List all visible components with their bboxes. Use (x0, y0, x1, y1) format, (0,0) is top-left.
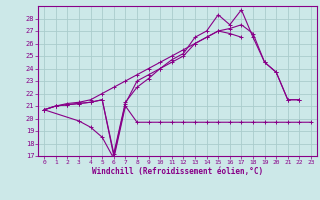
X-axis label: Windchill (Refroidissement éolien,°C): Windchill (Refroidissement éolien,°C) (92, 167, 263, 176)
